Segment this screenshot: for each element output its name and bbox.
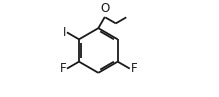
Text: F: F	[60, 62, 66, 75]
Text: I: I	[63, 26, 66, 39]
Text: F: F	[131, 62, 137, 75]
Text: O: O	[100, 2, 110, 15]
